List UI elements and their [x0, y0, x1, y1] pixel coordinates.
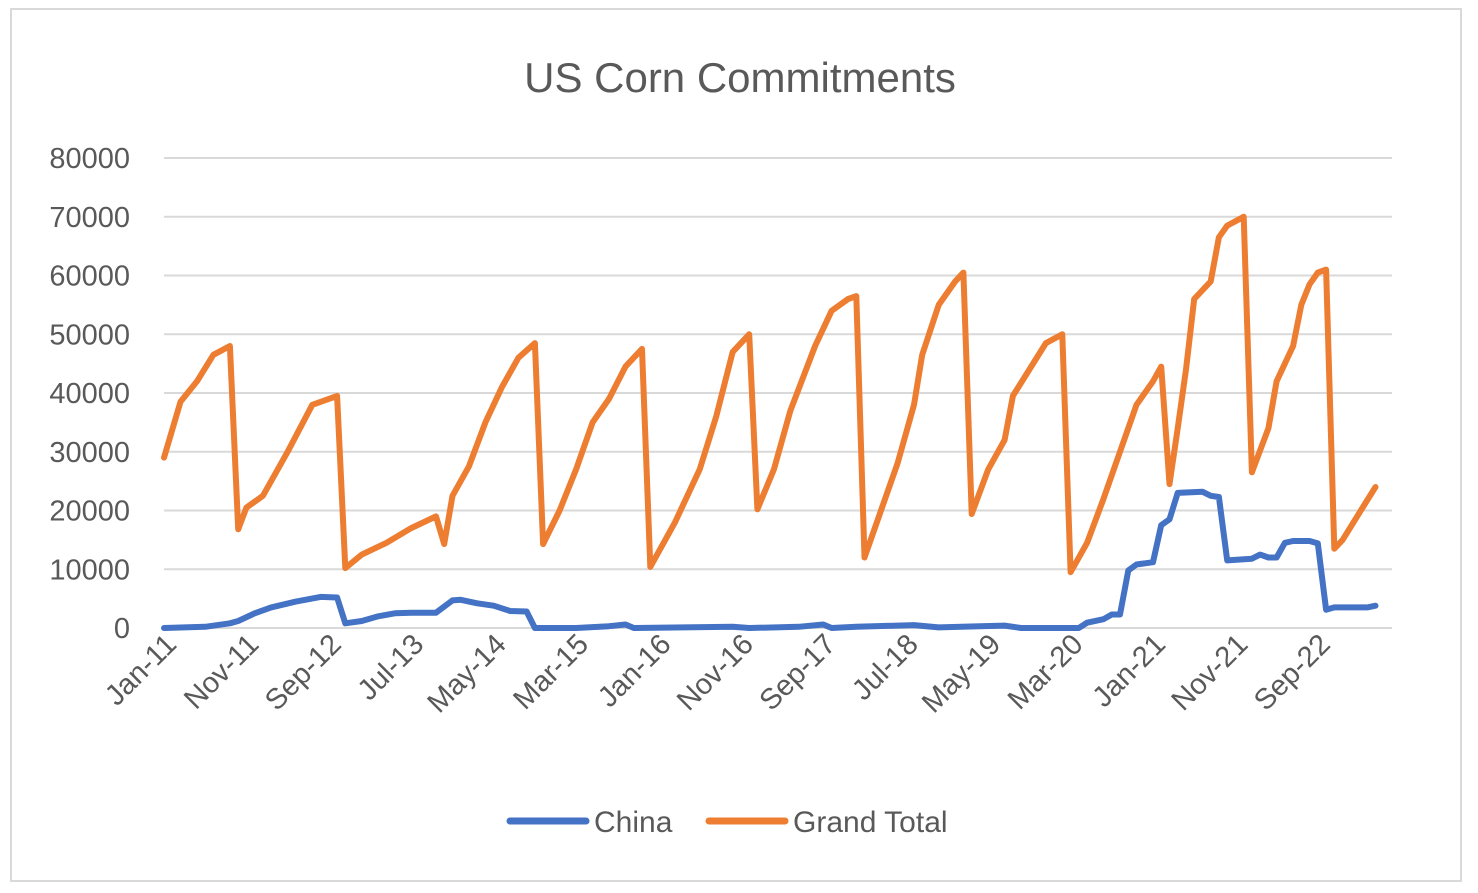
- x-tick-label: Sep-17: [754, 628, 843, 717]
- x-tick: Jan-11: [99, 628, 183, 712]
- series-line-grand-total: [161, 213, 1379, 576]
- x-tick-label: Nov-16: [671, 628, 760, 717]
- series-line-china: [161, 488, 1379, 631]
- x-tick-label: May-19: [916, 628, 1007, 719]
- y-tick-label: 0: [114, 613, 130, 645]
- y-tick-label: 20000: [49, 496, 130, 528]
- y-tick-label: 30000: [49, 437, 130, 469]
- x-tick: Nov-11: [178, 628, 265, 715]
- x-tick: Jan-21: [1087, 628, 1172, 713]
- x-tick: May-14: [422, 628, 513, 719]
- x-tick: Sep-12: [259, 628, 348, 717]
- x-tick-label: Mar-15: [507, 628, 595, 716]
- y-tick-label: 40000: [49, 378, 130, 410]
- chart-frame: US Corn Commitments 0 10000 20000 30000 4000…: [10, 8, 1462, 882]
- x-tick-label: Jul-18: [846, 628, 924, 706]
- chart-svg: US Corn Commitments 0 10000 20000 30000 4000…: [49, 54, 1392, 839]
- legend-label: China: [594, 806, 673, 839]
- x-tick: Jul-13: [352, 628, 430, 706]
- x-tick-label: Jan-11: [99, 628, 183, 712]
- x-tick-label: Jan-21: [1087, 628, 1172, 713]
- x-tick-label: May-14: [422, 628, 513, 719]
- x-tick: Sep-17: [754, 628, 843, 717]
- x-tick: Mar-20: [1002, 628, 1090, 716]
- x-tick: Mar-15: [507, 628, 595, 716]
- x-tick-label: Nov-11: [178, 628, 265, 715]
- x-tick-label: Nov-21: [1166, 628, 1255, 717]
- x-tick-label: Sep-22: [1248, 628, 1337, 717]
- x-tick: Jul-18: [846, 628, 924, 706]
- x-tick-label: Jan-16: [592, 628, 677, 713]
- y-tick-label: 60000: [49, 261, 130, 293]
- x-tick-label: Sep-12: [259, 628, 348, 717]
- x-tick-label: Jul-13: [352, 628, 430, 706]
- x-tick-label: Mar-20: [1002, 628, 1090, 716]
- y-tick-label: 10000: [49, 554, 130, 586]
- x-tick: May-19: [916, 628, 1007, 719]
- chart-title: US Corn Commitments: [524, 54, 956, 101]
- legend-label: Grand Total: [793, 806, 948, 839]
- gridlines: [164, 157, 1392, 629]
- y-tick-label: 80000: [49, 143, 130, 175]
- series-lines: [161, 213, 1379, 631]
- y-tick-label: 50000: [49, 319, 130, 351]
- x-tick: Nov-21: [1166, 628, 1255, 717]
- x-tick: Sep-22: [1248, 628, 1337, 717]
- legend: China Grand Total: [506, 806, 948, 839]
- x-tick: Nov-16: [671, 628, 760, 717]
- y-tick-label: 70000: [49, 202, 130, 234]
- y-axis-ticks: 0 10000 20000 30000 40000 50000 60000 70000 8000…: [49, 143, 130, 645]
- x-tick: Jan-16: [592, 628, 677, 713]
